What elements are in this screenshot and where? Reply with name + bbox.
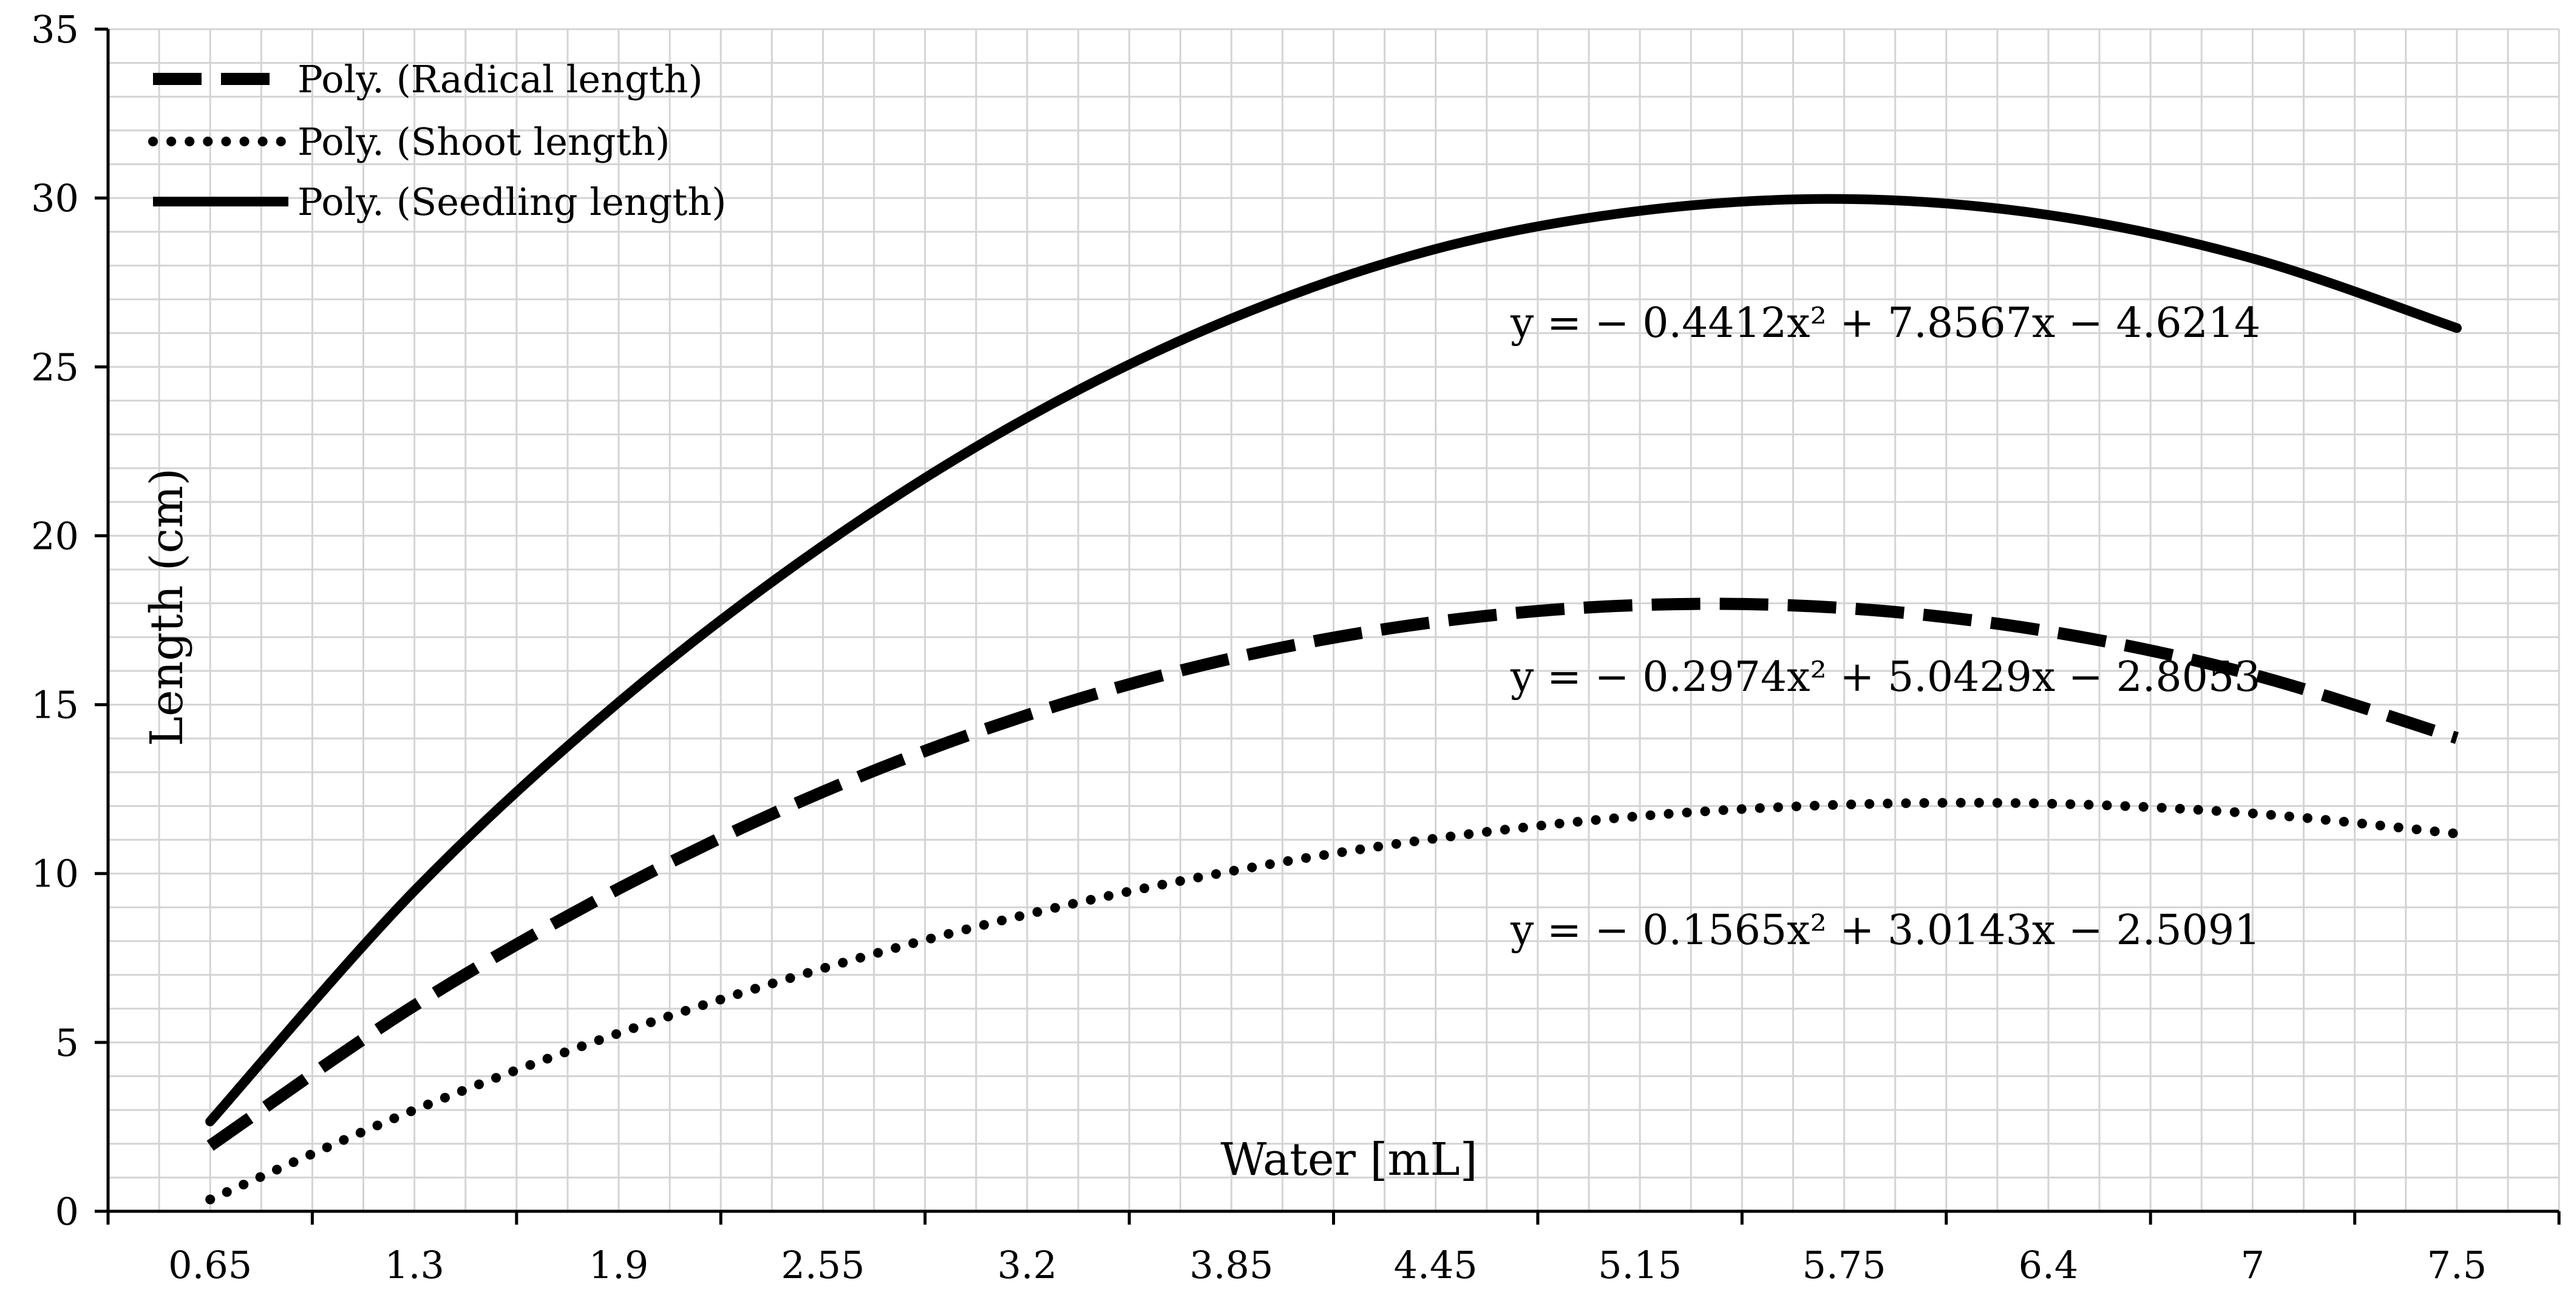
y-tick-label: 15	[31, 683, 79, 727]
y-tick-label: 10	[31, 852, 79, 896]
legend-label-seedling: Poly. (Seedling length)	[297, 180, 726, 224]
x-tick-label: 6.4	[2019, 1243, 2079, 1287]
legend: Poly. (Radical length) Poly. (Shoot leng…	[148, 57, 726, 224]
equation-shoot: y = − 0.1565x² + 3.0143x − 2.5091	[1510, 906, 2260, 954]
series-line-solid	[205, 194, 2462, 1126]
equation-seedling: y = − 0.4412x² + 7.8567x − 4.6214	[1510, 299, 2260, 347]
grid	[107, 28, 2560, 1212]
series-line-dotted	[205, 798, 2462, 1205]
x-tick-label: 1.9	[589, 1243, 649, 1287]
y-tick-label: 25	[31, 345, 79, 389]
x-tick-label: 3.85	[1189, 1243, 1273, 1287]
tick-labels: 0 5 10 15 20 25 30 35 0.65 1.3 1.9 2.55 3.2 3.85 4.45 5…	[31, 7, 2487, 1287]
x-tick-label: 5.75	[1803, 1243, 1886, 1287]
x-tick-label: 7.5	[2427, 1243, 2487, 1287]
y-tick-label: 0	[55, 1189, 79, 1234]
equation-radical: y = − 0.2974x² + 5.0429x − 2.8053	[1510, 653, 2260, 701]
y-tick-label: 35	[31, 7, 79, 52]
x-tick-label: 2.55	[781, 1243, 865, 1287]
series-layer	[205, 194, 2462, 1205]
y-tick-label: 30	[31, 176, 79, 220]
x-tick-label: 1.3	[384, 1243, 444, 1287]
x-tick-label: 7	[2241, 1243, 2265, 1287]
y-tick-label: 5	[55, 1021, 79, 1065]
series-line-dashed	[206, 597, 2459, 1151]
x-axis-title: Water [mL]	[1220, 1134, 1477, 1186]
x-tick-label: 0.65	[168, 1243, 252, 1287]
x-tick-label: 5.15	[1598, 1243, 1682, 1287]
x-tick-label: 4.45	[1394, 1243, 1478, 1287]
legend-label-radical: Poly. (Radical length)	[297, 57, 703, 101]
axes	[95, 27, 2561, 1225]
legend-label-shoot: Poly. (Shoot length)	[297, 120, 670, 164]
x-tick-label: 3.2	[997, 1243, 1058, 1287]
y-tick-label: 20	[31, 514, 79, 558]
y-axis-title: Length (cm)	[141, 468, 193, 746]
